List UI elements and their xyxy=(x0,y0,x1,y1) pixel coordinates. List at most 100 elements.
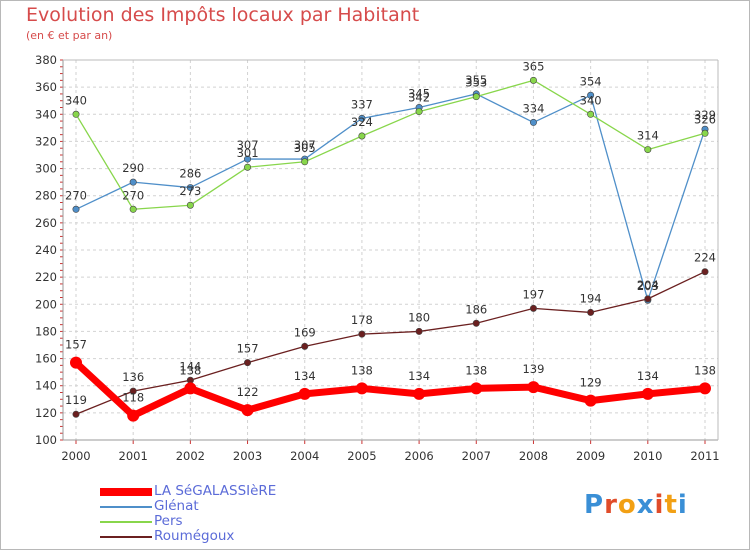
data-label: 139 xyxy=(522,362,544,376)
data-point xyxy=(244,163,252,171)
data-label: 334 xyxy=(522,101,544,115)
legend-swatch xyxy=(100,488,152,496)
chart-subtitle: (en € et par an) xyxy=(26,29,113,42)
y-tick-label: 120 xyxy=(35,406,57,420)
x-tick-label: 2001 xyxy=(119,449,148,463)
data-label: 180 xyxy=(408,310,430,324)
y-tick-label: 340 xyxy=(35,107,57,121)
y-tick-label: 260 xyxy=(35,216,57,230)
y-tick-label: 380 xyxy=(35,53,57,67)
data-point xyxy=(358,330,366,338)
data-point xyxy=(701,268,709,276)
data-point xyxy=(587,91,595,99)
data-label: 203 xyxy=(637,279,659,293)
logo-letter: o xyxy=(617,490,637,520)
data-point xyxy=(72,205,80,213)
legend-swatch xyxy=(100,521,152,523)
x-tick-label: 2002 xyxy=(176,449,205,463)
data-label: 197 xyxy=(522,287,544,301)
proxiti-logo: Proxiti xyxy=(584,490,688,520)
y-tick-label: 220 xyxy=(35,270,57,284)
data-label: 134 xyxy=(408,369,430,383)
data-label: 305 xyxy=(294,141,316,155)
data-label: 270 xyxy=(122,188,144,202)
data-label: 129 xyxy=(580,376,602,390)
data-label: 136 xyxy=(122,370,144,384)
legend-swatch xyxy=(100,536,152,538)
data-label: 138 xyxy=(694,363,716,377)
data-point xyxy=(129,178,137,186)
data-label: 307 xyxy=(294,138,316,152)
data-point xyxy=(413,387,426,400)
data-label: 326 xyxy=(694,112,716,126)
data-label: 307 xyxy=(237,138,259,152)
data-point xyxy=(241,404,254,417)
data-label: 340 xyxy=(580,93,602,107)
data-point xyxy=(129,387,137,395)
data-point xyxy=(358,132,366,140)
data-label: 186 xyxy=(465,302,487,316)
data-label: 119 xyxy=(65,393,87,407)
data-point xyxy=(244,359,252,367)
data-label: 354 xyxy=(580,74,602,88)
data-label: 134 xyxy=(294,369,316,383)
x-tick-label: 2007 xyxy=(462,449,491,463)
data-point xyxy=(529,76,537,84)
logo-letter: t xyxy=(664,490,678,520)
data-label: 270 xyxy=(65,188,87,202)
data-label: 324 xyxy=(351,115,373,129)
data-point xyxy=(298,387,311,400)
logo-letter: i xyxy=(677,490,688,520)
data-label: 224 xyxy=(694,251,716,265)
data-label: 314 xyxy=(637,129,659,143)
data-label: 290 xyxy=(122,161,144,175)
data-point xyxy=(701,129,709,137)
data-point xyxy=(72,410,80,418)
y-tick-label: 280 xyxy=(35,189,57,203)
data-label: 273 xyxy=(179,184,201,198)
data-point xyxy=(184,382,197,395)
data-label: 340 xyxy=(65,93,87,107)
data-label: 118 xyxy=(122,391,144,405)
data-label: 329 xyxy=(694,108,716,122)
data-point xyxy=(587,110,595,118)
logo-letter: r xyxy=(604,490,618,520)
x-tick-label: 2003 xyxy=(233,449,262,463)
data-label: 345 xyxy=(408,87,430,101)
data-point xyxy=(415,108,423,116)
data-point xyxy=(301,158,309,166)
logo-letter: i xyxy=(654,490,665,520)
data-point xyxy=(584,394,597,407)
data-label: 337 xyxy=(351,97,373,111)
legend-swatch xyxy=(100,506,152,508)
x-tick-label: 2009 xyxy=(576,449,605,463)
data-point xyxy=(186,201,194,209)
data-point xyxy=(244,155,252,163)
data-label: 138 xyxy=(351,363,373,377)
data-label: 301 xyxy=(237,146,259,160)
x-tick-label: 2006 xyxy=(404,449,433,463)
data-label: 169 xyxy=(294,325,316,339)
logo-letter: x xyxy=(636,490,655,520)
x-tick-label: 2000 xyxy=(61,449,90,463)
series-line-0 xyxy=(72,359,709,420)
data-point xyxy=(529,304,537,312)
data-point xyxy=(644,295,652,303)
data-point xyxy=(70,356,82,369)
series-line-1 xyxy=(75,93,706,301)
data-label: 286 xyxy=(179,167,201,181)
data-point xyxy=(72,110,80,118)
data-label: 138 xyxy=(465,363,487,377)
x-tick-label: 2004 xyxy=(290,449,319,463)
data-point xyxy=(415,327,423,335)
data-label: 353 xyxy=(465,76,487,90)
data-point xyxy=(470,382,483,395)
data-point xyxy=(127,409,140,422)
legend-label: LA SéGALASSIèRE xyxy=(154,483,277,499)
y-tick-label: 140 xyxy=(35,379,57,393)
data-label: 365 xyxy=(522,59,544,73)
data-label: 204 xyxy=(637,278,659,292)
data-label: 157 xyxy=(237,342,259,356)
y-tick-label: 240 xyxy=(35,243,57,257)
